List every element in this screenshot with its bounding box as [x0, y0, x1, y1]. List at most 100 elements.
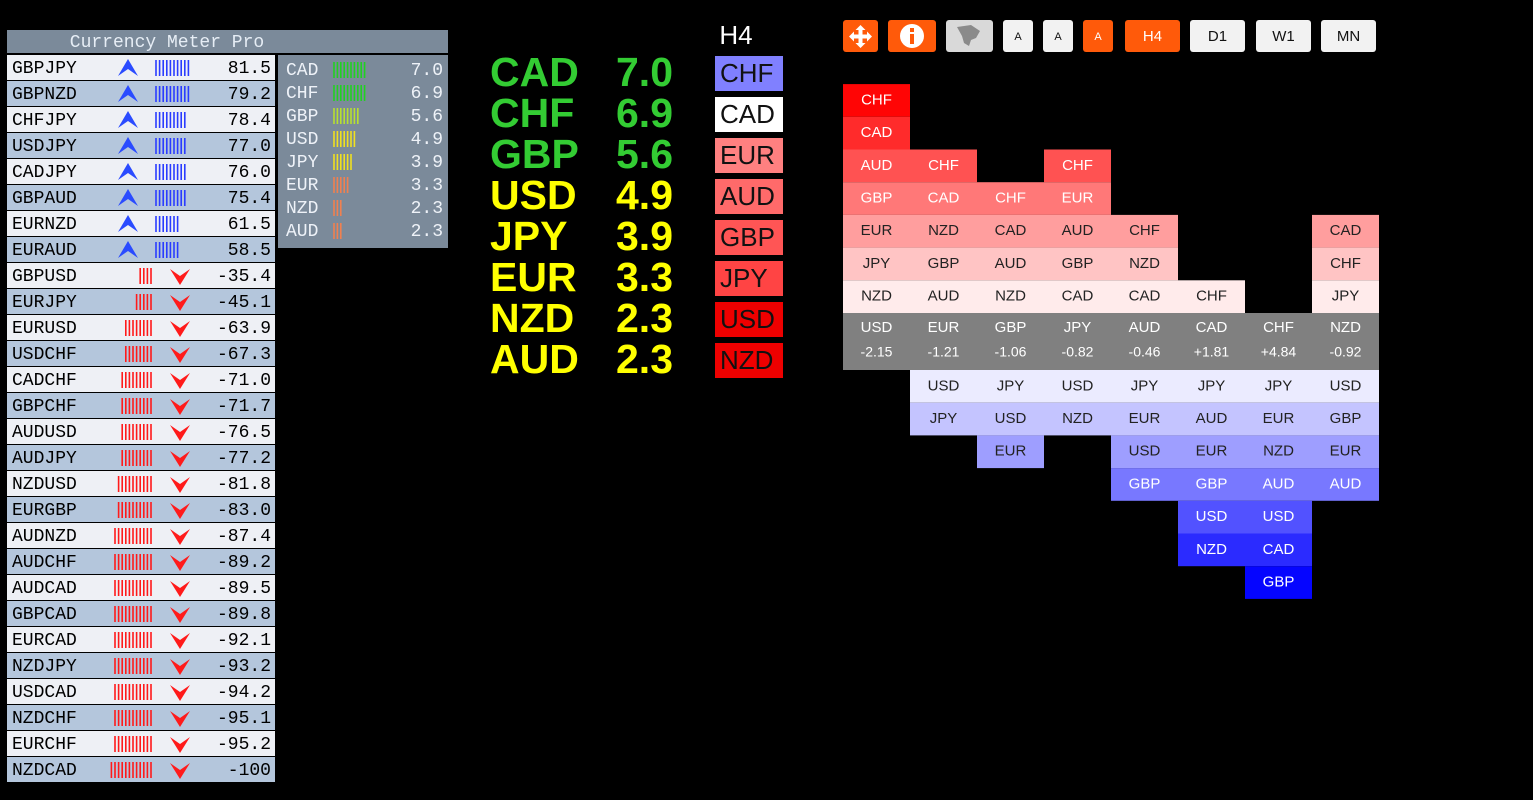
matrix-cell-label: NZD [1129, 255, 1160, 272]
timeframe-currency: AUD [720, 181, 775, 211]
pair-name: GBPCHF [12, 397, 77, 417]
pair-value: -35.4 [217, 267, 271, 287]
matrix-cell-weak [1245, 435, 1312, 469]
pair-name: USDCHF [12, 345, 77, 365]
pair-name: EURJPY [12, 293, 77, 313]
info-stem [910, 34, 914, 44]
ranking-value: 7.0 [616, 49, 673, 95]
toolbar-button[interactable] [1256, 20, 1311, 52]
pair-value: 79.2 [228, 85, 271, 105]
pair-value: 78.4 [228, 111, 271, 131]
toolbar-button[interactable] [1043, 20, 1073, 52]
meter-title-bar [7, 30, 448, 53]
toolbar-button-label: A [1014, 31, 1022, 43]
pair-value: -92.1 [217, 631, 271, 651]
matrix-cell-label: CHF [1129, 222, 1160, 239]
matrix-cell-weak [1111, 468, 1178, 501]
matrix-cell-weak [977, 402, 1044, 436]
matrix-cell-label: AUD [1263, 475, 1295, 492]
pair-value: 77.0 [228, 137, 271, 157]
ranking-value: 3.9 [616, 213, 673, 259]
pair-row [7, 133, 275, 158]
pair-value: -95.2 [217, 735, 271, 755]
matrix-cell-label: EUR [1129, 410, 1161, 427]
up-arrow [118, 241, 138, 258]
matrix-cell-label: CHF [928, 157, 959, 174]
timeframe-cell [715, 97, 783, 132]
matrix-cell-label: JPY [997, 377, 1025, 394]
matrix-cell-label: NZD [928, 222, 959, 239]
pair-name: NZDUSD [12, 475, 77, 495]
ranking-currency: CAD [490, 49, 579, 95]
pair-value: 81.5 [228, 59, 271, 79]
pair-value: -94.2 [217, 683, 271, 703]
matrix-cell-label: JPY [1131, 377, 1159, 394]
matrix-cell-strong [1111, 214, 1178, 248]
pair-name: GBPNZD [12, 85, 77, 105]
matrix-cell-strong [977, 247, 1044, 281]
matrix-cell-label: CAD [1263, 541, 1295, 558]
pair-name: GBPJPY [12, 59, 77, 79]
ranking-currency: NZD [490, 295, 574, 341]
matrix-header-value: -0.92 [1330, 344, 1362, 360]
pair-name: EURCHF [12, 735, 77, 755]
down-arrow [170, 711, 190, 727]
matrix-cell-label: NZD [861, 288, 892, 305]
matrix-cell-label: JPY [1198, 377, 1226, 394]
matrix-cell-strong [910, 280, 977, 313]
matrix-cell-strong [1111, 280, 1178, 313]
down-arrow [170, 503, 190, 519]
matrix-cell-strong [843, 247, 910, 281]
matrix-cell-weak [977, 370, 1044, 403]
ranking-value: 5.6 [616, 131, 673, 177]
matrix-cell-label: GBP [1062, 255, 1094, 272]
matrix-cell-strong [910, 214, 977, 248]
matrix-cell-label: USD [928, 377, 960, 394]
timeframe-cell [715, 302, 783, 337]
pair-name: USDCAD [12, 683, 77, 703]
matrix-header-currency: GBP [995, 319, 1027, 336]
matrix-cell-weak [1312, 402, 1379, 436]
toolbar-button[interactable] [1321, 20, 1376, 52]
timeframe-currency: EUR [720, 140, 775, 170]
toolbar-button[interactable] [1003, 20, 1033, 52]
matrix-header [1111, 313, 1178, 370]
matrix-cell-weak [1245, 370, 1312, 403]
strength-value: 4.9 [411, 130, 443, 150]
matrix-cell-label: EUR [1330, 443, 1362, 460]
matrix-header-currency: AUD [1129, 319, 1161, 336]
matrix-cell-weak [1111, 402, 1178, 436]
matrix-header [1245, 313, 1312, 370]
strength-currency: AUD [286, 222, 318, 242]
down-arrow [170, 659, 190, 675]
matrix-cell-weak [1245, 566, 1312, 599]
up-arrow [118, 215, 138, 232]
timeframe-currency: GBP [720, 222, 775, 252]
matrix-cell-weak [1245, 468, 1312, 501]
matrix-cell-label: CHF [1330, 255, 1361, 272]
matrix-cell-weak [1245, 500, 1312, 534]
matrix-cell-strong [1178, 280, 1245, 313]
matrix-cell-label: CAD [928, 190, 960, 207]
matrix-cell-label: USD [1196, 508, 1228, 525]
toolbar-button[interactable] [1083, 20, 1113, 52]
toolbar-button[interactable] [1125, 20, 1180, 52]
matrix-cell-label: GBP [1196, 475, 1228, 492]
matrix-cell-label: GBP [1263, 574, 1295, 591]
matrix-header-currency: JPY [1064, 319, 1092, 336]
matrix-cell-label: JPY [1332, 288, 1360, 305]
matrix-header [1044, 313, 1111, 370]
pair-name: USDJPY [12, 137, 77, 157]
strength-panel [278, 55, 448, 248]
toolbar-button[interactable] [1190, 20, 1245, 52]
matrix-cell-label: CAD [1129, 288, 1161, 305]
matrix-cell-strong [1044, 280, 1111, 313]
pair-value: 76.0 [228, 163, 271, 183]
matrix-cell-label: NZD [1062, 410, 1093, 427]
strength-value: 2.3 [411, 199, 443, 219]
pair-value: -76.5 [217, 423, 271, 443]
matrix-cell-strong [977, 182, 1044, 215]
down-arrow [170, 347, 190, 363]
matrix-cell-label: GBP [1129, 475, 1161, 492]
matrix-cell-label: CHF [995, 190, 1026, 207]
